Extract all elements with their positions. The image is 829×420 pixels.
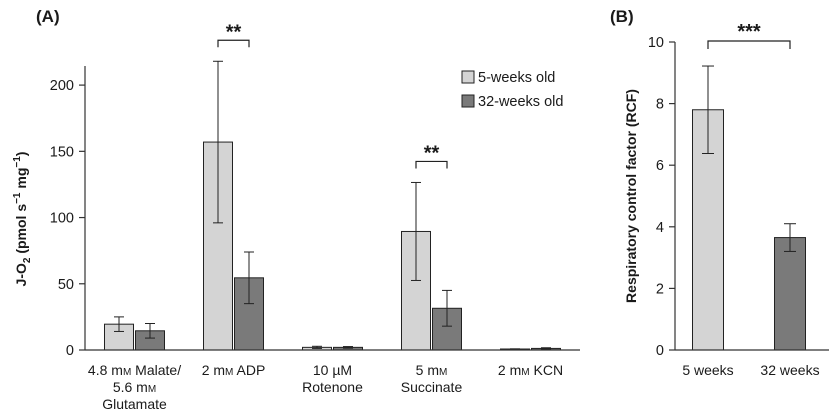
legend-label-5-weeks-old: 5-weeks old (478, 70, 555, 86)
error-bar (244, 251, 254, 305)
y-tick-label: 50 (58, 277, 74, 293)
panel-a-legend: 5-weeks old 32-weeks old (461, 70, 563, 110)
x-category-label: 2 mM ADP (202, 362, 266, 378)
y-tick-label: 10 (648, 35, 664, 51)
error-bar (114, 316, 124, 332)
panel-a-significance: ** ** (217, 21, 448, 169)
panel-a-label: (A) (36, 7, 60, 26)
panel-b-bars (692, 109, 806, 351)
y-tick-label: 6 (656, 158, 664, 174)
panel-a: (A) 0 50 100 150 200 ** ** 4.8 mM Malate/5.6 … (12, 7, 580, 412)
legend-label-32-weeks-old: 32-weeks old (478, 94, 563, 110)
panel-a-error-bars (114, 60, 551, 351)
y-tick-label: 100 (50, 211, 74, 227)
y-tick-label: 0 (66, 343, 74, 359)
legend-swatch-5-weeks-old (461, 70, 475, 84)
panel-b-error-bars (702, 65, 796, 252)
bar-32-weeks (774, 237, 806, 351)
x-category-label: 5 weeks (682, 362, 733, 378)
y-tick-label: 150 (50, 144, 74, 160)
significance-label: ** (424, 142, 440, 164)
panel-a-y-axis-title: J-O2 (pmol s−1 mg−1) (12, 152, 33, 287)
x-category-label: Rotenone (302, 379, 363, 395)
legend-swatch-32-weeks-old (461, 94, 475, 108)
panel-b-y-axis-title: Respiratory control factor (RCF) (623, 89, 639, 303)
y-tick-label: 4 (656, 220, 664, 236)
x-category-label: 10 µM (313, 362, 352, 378)
panel-b-label: (B) (610, 7, 634, 26)
significance-bracket: ** (217, 21, 250, 48)
error-bar (411, 181, 421, 281)
error-bar (442, 289, 452, 327)
error-bar (541, 347, 551, 350)
error-bar (312, 345, 322, 349)
panel-b-y-ticks: 0 2 4 6 8 10 (648, 35, 675, 359)
x-category-label: Succinate (401, 379, 463, 395)
error-bar (145, 323, 155, 339)
panel-a-bars (104, 141, 561, 351)
significance-label: ** (226, 21, 242, 43)
error-bar (213, 60, 223, 224)
error-bar (343, 346, 353, 349)
x-category-label: 5 mM (416, 362, 448, 378)
significance-bracket: *** (707, 21, 791, 49)
x-category-label: 5.6 mM (113, 379, 156, 395)
panel-b-category-labels: 5 weeks 32 weeks (682, 362, 819, 378)
y-tick-label: 0 (656, 343, 664, 359)
y-tick-label: 200 (50, 78, 74, 94)
error-bar (784, 223, 796, 252)
y-tick-label: 2 (656, 281, 664, 297)
x-category-label: 2 mM KCN (498, 362, 563, 378)
x-category-label: 32 weeks (760, 362, 819, 378)
y-tick-label: 8 (656, 97, 664, 113)
panel-b-significance: *** (707, 21, 791, 49)
significance-bracket: ** (415, 142, 448, 169)
panel-a-y-ticks: 0 50 100 150 200 (50, 78, 85, 359)
x-category-label: 4.8 mM Malate/ (88, 362, 181, 378)
x-category-label: Glutamate (102, 396, 167, 412)
panel-b: (B) 0 2 4 6 8 10 *** 5 weeks 32 weeks Respirat… (610, 7, 829, 378)
error-bar (702, 65, 714, 154)
significance-label: *** (737, 21, 761, 43)
